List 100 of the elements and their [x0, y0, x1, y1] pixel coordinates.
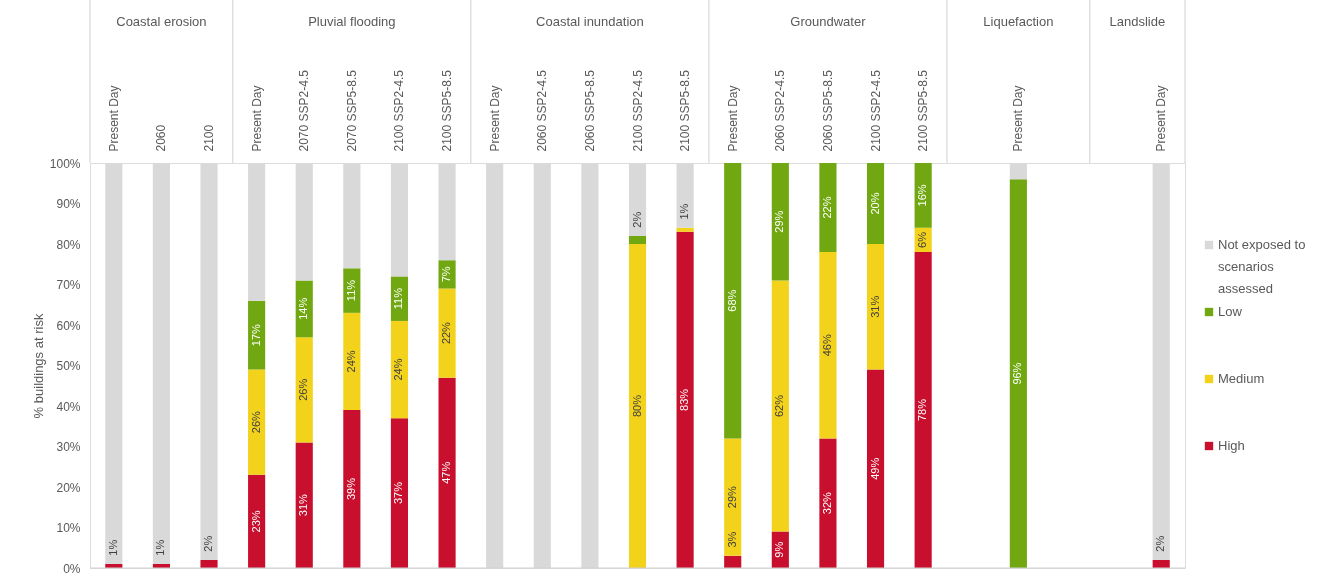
- data-label: 17%: [249, 323, 262, 347]
- data-label: 26%: [249, 410, 262, 434]
- text: Liquefaction: [983, 14, 1054, 29]
- legend-label: Medium: [1218, 371, 1265, 386]
- data-label: 29%: [725, 485, 738, 509]
- x-tick-label: Present Day: [1011, 85, 1026, 152]
- bar: [676, 231, 694, 568]
- data-label: 80%: [630, 394, 643, 418]
- text: Coastal erosion: [116, 14, 207, 29]
- data-label: 29%: [773, 210, 786, 233]
- bar: [866, 163, 885, 244]
- data-label: 78%: [916, 398, 929, 422]
- bar: [343, 312, 361, 411]
- bar: [866, 244, 885, 370]
- data-label: 32%: [820, 491, 833, 515]
- y-tick-label: 70%: [56, 278, 81, 292]
- x-tick-label: 2060: [154, 124, 169, 152]
- x-tick-label: 2100 SSP5-8.5: [916, 69, 931, 152]
- data-label: 16%: [916, 184, 929, 207]
- bar: [343, 410, 361, 568]
- bar: [295, 337, 313, 443]
- x-tick-label: 2070 SSP2-4.5: [297, 69, 312, 152]
- bar: [819, 163, 837, 253]
- bar: [771, 280, 789, 532]
- text: Groundwater: [790, 14, 867, 29]
- bar: [438, 288, 456, 378]
- y-axis-title: % buildings at risk: [30, 313, 46, 419]
- data-label: 22%: [820, 196, 833, 219]
- data-label: 22%: [440, 321, 453, 345]
- data-label: 62%: [773, 394, 786, 418]
- data-label: 1%: [678, 203, 691, 220]
- data-label: 1%: [106, 539, 119, 556]
- y-tick-label: 30%: [56, 440, 81, 454]
- data-label: 31%: [868, 295, 881, 318]
- data-label: 6%: [916, 231, 929, 248]
- bar: [248, 300, 266, 370]
- data-label: 7%: [440, 266, 453, 283]
- x-tick-label: 2070 SSP5-8.5: [344, 69, 359, 152]
- y-tick-label: 0%: [63, 561, 81, 576]
- data-label: 2%: [202, 535, 215, 552]
- x-tick-label: 2100 SSP2-4.5: [868, 69, 883, 152]
- x-tick-label: Present Day: [106, 85, 121, 152]
- data-label: 24%: [392, 358, 405, 381]
- y-tick-label: 50%: [56, 359, 81, 373]
- bar: [200, 559, 218, 568]
- data-label: 68%: [725, 289, 738, 312]
- data-label: 31%: [297, 494, 310, 517]
- data-label: 9%: [773, 541, 786, 558]
- legend-label: High: [1218, 438, 1245, 453]
- bar: [771, 163, 789, 281]
- y-tick-label: 90%: [56, 197, 81, 211]
- bar: [438, 377, 456, 568]
- data-label: 3%: [725, 531, 738, 548]
- data-label: 46%: [820, 334, 833, 357]
- legend-label: Not exposed to scenarios assessed: [1218, 237, 1306, 296]
- bar: [390, 320, 409, 419]
- data-label: 49%: [868, 457, 881, 480]
- bar: [390, 418, 409, 568]
- data-label: 24%: [344, 350, 357, 373]
- x-tick-label: 2100 SSP2-4.5: [630, 69, 645, 152]
- text: Landslide: [1109, 14, 1166, 29]
- data-label: 2%: [1154, 535, 1167, 552]
- bar: [248, 369, 266, 475]
- bar: [438, 260, 456, 289]
- bar: [914, 252, 932, 568]
- x-tick-label: 2060 SSP2-4.5: [535, 69, 550, 152]
- data-label: 11%: [344, 279, 357, 302]
- bar: [819, 438, 837, 568]
- bar: [1009, 179, 1027, 568]
- x-tick-label: Present Day: [1154, 85, 1169, 152]
- y-tick-label: 40%: [56, 399, 81, 414]
- text: Coastal inundation: [536, 14, 644, 29]
- x-tick-label: Present Day: [487, 85, 502, 152]
- bar: [676, 227, 694, 232]
- data-label: 47%: [440, 461, 453, 484]
- data-label: 2%: [630, 211, 643, 228]
- bar: [248, 474, 266, 568]
- x-tick-label: 2100 SSP5-8.5: [678, 69, 693, 152]
- bar: [724, 555, 742, 568]
- data-label: 96%: [1011, 362, 1024, 385]
- data-label: 20%: [868, 192, 881, 215]
- data-label: 37%: [392, 481, 405, 505]
- bar: [866, 369, 885, 568]
- x-tick-label: 2100 SSP2-4.5: [392, 69, 407, 152]
- y-tick-label: 60%: [56, 318, 81, 333]
- legend-label: Low: [1218, 304, 1243, 319]
- bar: [628, 235, 647, 244]
- data-label: 83%: [678, 388, 691, 411]
- x-tick-label: 2060 SSP5-8.5: [820, 69, 835, 152]
- data-label: 23%: [249, 510, 262, 533]
- bar: [628, 244, 647, 568]
- x-tick-label: Present Day: [725, 85, 740, 152]
- x-tick-label: 2100 SSP5-8.5: [440, 69, 455, 152]
- y-tick-label: 20%: [56, 480, 81, 495]
- x-tick-label: 2100: [202, 124, 217, 152]
- x-tick-label: 2060 SSP2-4.5: [773, 69, 788, 152]
- x-tick-label: 2060 SSP5-8.5: [582, 69, 597, 152]
- x-tick-label: Present Day: [249, 85, 264, 152]
- bar: [295, 442, 313, 568]
- text: Pluvial flooding: [308, 14, 396, 29]
